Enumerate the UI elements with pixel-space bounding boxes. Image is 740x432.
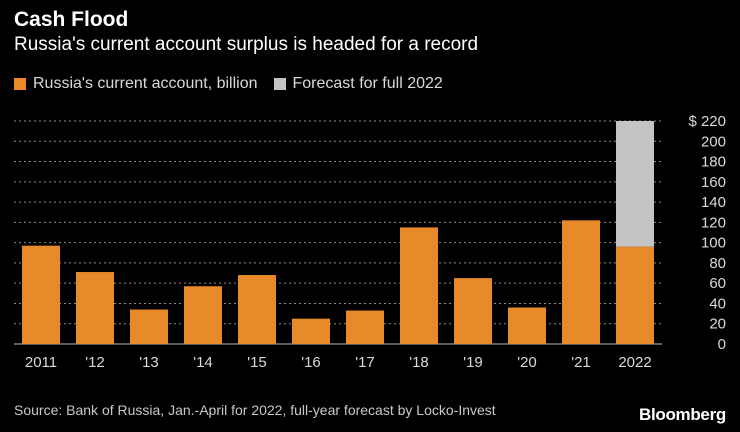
x-tick-label: '17 bbox=[355, 354, 375, 371]
y-tick-label: 40 bbox=[709, 295, 726, 312]
bar bbox=[184, 286, 222, 344]
legend-swatch-orange bbox=[14, 78, 26, 90]
legend-item-current-account: Russia's current account, billion bbox=[14, 75, 258, 93]
x-tick-label: '19 bbox=[463, 354, 483, 371]
x-tick-label: '20 bbox=[517, 354, 537, 371]
legend-swatch-gray bbox=[273, 78, 286, 90]
x-tick-label: '14 bbox=[193, 354, 213, 371]
bar bbox=[454, 278, 492, 344]
legend-label-forecast: Forecast for full 2022 bbox=[292, 75, 443, 92]
legend: Russia's current account, billion Foreca… bbox=[14, 72, 459, 96]
y-tick-label: 100 bbox=[701, 235, 726, 252]
bar bbox=[292, 318, 330, 344]
x-tick-label: '15 bbox=[247, 354, 267, 371]
y-tick-label: 60 bbox=[709, 275, 726, 292]
x-tick-label: '21 bbox=[571, 354, 591, 371]
legend-item-forecast: Forecast for full 2022 bbox=[273, 75, 443, 93]
y-tick-label: 0 bbox=[718, 336, 726, 353]
bloomberg-logo: Bloomberg bbox=[638, 405, 726, 424]
bar bbox=[76, 272, 114, 344]
x-tick-label: '18 bbox=[409, 354, 429, 371]
y-tick-label: 200 bbox=[701, 133, 726, 150]
chart-subtitle: Russia's current account surplus is head… bbox=[14, 34, 479, 55]
y-tick-label: 20 bbox=[709, 316, 726, 333]
bar bbox=[508, 307, 546, 344]
x-tick-label: '16 bbox=[301, 354, 321, 371]
y-tick-label: 80 bbox=[709, 255, 726, 272]
x-tick-label: '12 bbox=[85, 354, 105, 371]
bar bbox=[562, 220, 600, 344]
y-tick-label: 160 bbox=[701, 174, 726, 191]
x-tick-label: '13 bbox=[139, 354, 159, 371]
bar bbox=[238, 275, 276, 344]
y-tick-label: 120 bbox=[701, 214, 726, 231]
x-tick-label: 2022 bbox=[618, 354, 651, 371]
bar bbox=[346, 310, 384, 344]
chart-title: Cash Flood bbox=[14, 8, 129, 31]
bar bbox=[616, 246, 654, 344]
bar bbox=[130, 309, 168, 344]
legend-label-current-account: Russia's current account, billion bbox=[33, 75, 258, 92]
y-tick-label: $ 220 bbox=[688, 113, 726, 130]
bar bbox=[616, 121, 654, 247]
bar bbox=[22, 245, 60, 344]
bar bbox=[400, 227, 438, 344]
x-tick-label: 2011 bbox=[25, 354, 57, 371]
y-tick-label: 140 bbox=[701, 194, 726, 211]
y-tick-label: 180 bbox=[701, 154, 726, 171]
source-note: Source: Bank of Russia, Jan.-April for 2… bbox=[14, 402, 496, 418]
